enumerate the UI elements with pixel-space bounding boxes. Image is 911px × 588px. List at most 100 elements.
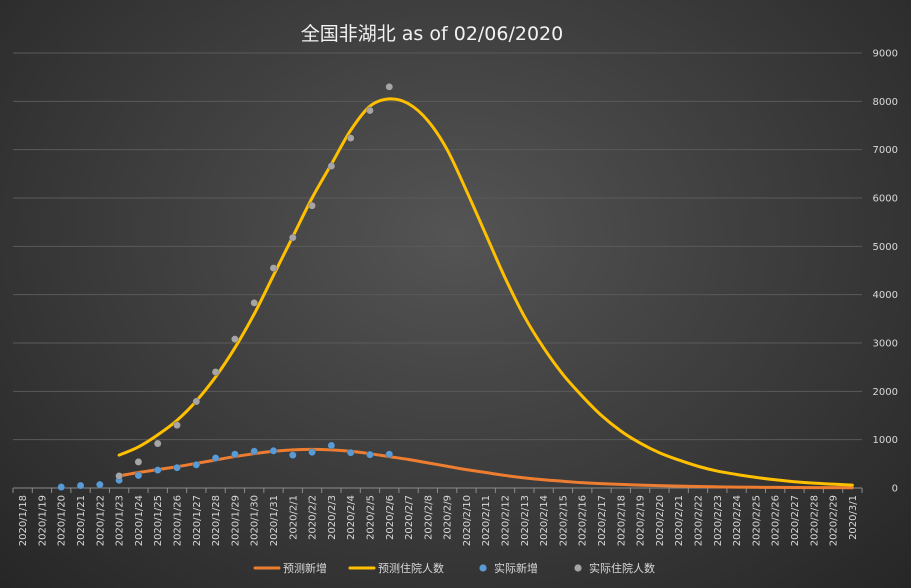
- legend-label: 实际新增: [494, 561, 538, 575]
- y-tick-label: 0: [892, 484, 898, 495]
- x-tick-label: 2020/2/3: [327, 495, 338, 540]
- x-tick-label: 2020/2/10: [462, 495, 473, 546]
- x-tick-label: 2020/2/29: [829, 495, 840, 546]
- x-tick-label: 2020/2/27: [790, 495, 801, 546]
- legend-label: 预测新增: [283, 561, 327, 575]
- x-tick-label: 2020/2/12: [501, 495, 512, 546]
- x-tick-label: 2020/2/18: [616, 495, 627, 546]
- data-point: [192, 397, 201, 406]
- x-tick-label: 2020/2/24: [732, 495, 743, 546]
- x-tick-label: 2020/3/1: [848, 495, 859, 540]
- x-tick-label: 2020/2/23: [713, 495, 724, 546]
- data-point: [173, 421, 181, 430]
- y-tick-label: 4000: [873, 290, 898, 301]
- x-tick-label: 2020/2/1: [288, 495, 299, 540]
- data-point: [76, 481, 85, 490]
- x-tick-label: 2020/1/21: [76, 495, 87, 546]
- data-point: [346, 448, 355, 457]
- data-point: [173, 463, 181, 472]
- data-point: [269, 264, 278, 272]
- legend-swatch: [479, 564, 487, 572]
- x-tick-label: 2020/1/31: [269, 495, 280, 546]
- y-tick-label: 5000: [873, 242, 898, 253]
- x-tick-label: 2020/2/22: [693, 495, 704, 546]
- x-tick-label: 2020/2/13: [520, 495, 531, 546]
- data-point: [211, 454, 220, 462]
- series-marks: [57, 82, 854, 491]
- data-point: [115, 472, 124, 480]
- data-point: [269, 446, 278, 455]
- x-tick-label: 2020/2/17: [597, 495, 608, 546]
- data-point: [250, 298, 259, 307]
- x-tick-label: 2020/1/27: [192, 495, 203, 546]
- x-tick-label: 2020/2/20: [655, 495, 666, 546]
- x-tick-label: 2020/1/28: [211, 495, 222, 546]
- x-tick-label: 2020/2/9: [443, 495, 454, 540]
- series-line: [117, 447, 854, 490]
- data-point: [327, 162, 336, 170]
- data-point: [288, 451, 297, 460]
- data-point: [134, 471, 143, 480]
- x-tick-label: 2020/1/29: [230, 495, 241, 546]
- legend-label: 预测住院人数: [378, 561, 444, 575]
- data-point: [385, 450, 394, 459]
- y-tick-label: 2000: [873, 387, 898, 398]
- x-tick-label: 2020/2/6: [385, 495, 396, 540]
- gridlines: [13, 52, 862, 489]
- x-tick-label: 2020/2/15: [558, 495, 569, 546]
- data-point: [385, 82, 394, 91]
- y-tick-label: 7000: [873, 145, 898, 156]
- data-point: [153, 439, 162, 448]
- series-line: [117, 97, 854, 487]
- x-tick-label: 2020/2/5: [365, 495, 376, 540]
- data-point: [327, 441, 336, 450]
- data-point: [308, 448, 316, 457]
- x-tick-label: 2020/1/30: [250, 495, 261, 546]
- legend: 预测新增 预测住院人数 实际新增 实际住院人数: [253, 561, 655, 575]
- x-tick-label: 2020/2/16: [578, 495, 589, 546]
- data-point: [366, 106, 374, 115]
- x-tick-label: 2020/2/26: [771, 495, 782, 546]
- x-tick-label: 2020/1/25: [153, 495, 164, 546]
- y-tick-label: 3000: [873, 339, 898, 350]
- data-point: [230, 335, 239, 344]
- data-point: [192, 460, 201, 469]
- x-tick-label: 2020/1/19: [37, 495, 48, 546]
- data-point: [211, 368, 220, 376]
- x-tick-label: 2020/2/28: [809, 495, 820, 546]
- x-tick-label: 2020/1/20: [57, 495, 68, 546]
- chart-title: 全国非湖北 as of 02/06/2020: [301, 23, 563, 45]
- data-point: [153, 466, 162, 475]
- data-point: [134, 457, 143, 466]
- data-point: [288, 233, 297, 242]
- y-tick-label: 6000: [873, 194, 898, 205]
- data-point: [250, 447, 259, 456]
- y-tick-label: 1000: [873, 435, 898, 446]
- legend-swatch: [574, 564, 582, 572]
- x-tick-label: 2020/1/22: [95, 495, 106, 546]
- x-tick-label: 2020/2/2: [308, 495, 319, 540]
- x-tick-label: 2020/2/14: [539, 495, 550, 546]
- x-tick-label: 2020/2/19: [636, 495, 647, 546]
- x-tick-label: 2020/2/8: [423, 495, 434, 540]
- data-point: [95, 480, 104, 489]
- x-tick-label: 2020/2/7: [404, 495, 415, 540]
- data-point: [57, 483, 66, 491]
- data-point: [366, 450, 374, 459]
- y-axis: 0 1000 2000 3000 4000 5000 6000 7000 8000 9000: [873, 49, 898, 495]
- x-tick-label: 2020/2/11: [481, 495, 492, 546]
- x-tick-label: 2020/1/24: [134, 495, 145, 546]
- y-tick-label: 8000: [873, 97, 898, 108]
- x-tick-label: 2020/1/26: [173, 495, 184, 546]
- data-point: [230, 450, 239, 459]
- x-axis: 2020/1/18 2020/1/19 2020/1/20 2020/1/21 2020…: [12, 488, 863, 546]
- x-tick-label: 2020/2/21: [674, 495, 685, 546]
- x-tick-label: 2020/1/23: [115, 495, 126, 546]
- legend-label: 实际住院人数: [589, 561, 655, 575]
- x-tick-label: 2020/2/4: [346, 495, 357, 540]
- y-tick-label: 9000: [873, 49, 898, 60]
- data-point: [346, 134, 355, 142]
- data-point: [308, 201, 316, 210]
